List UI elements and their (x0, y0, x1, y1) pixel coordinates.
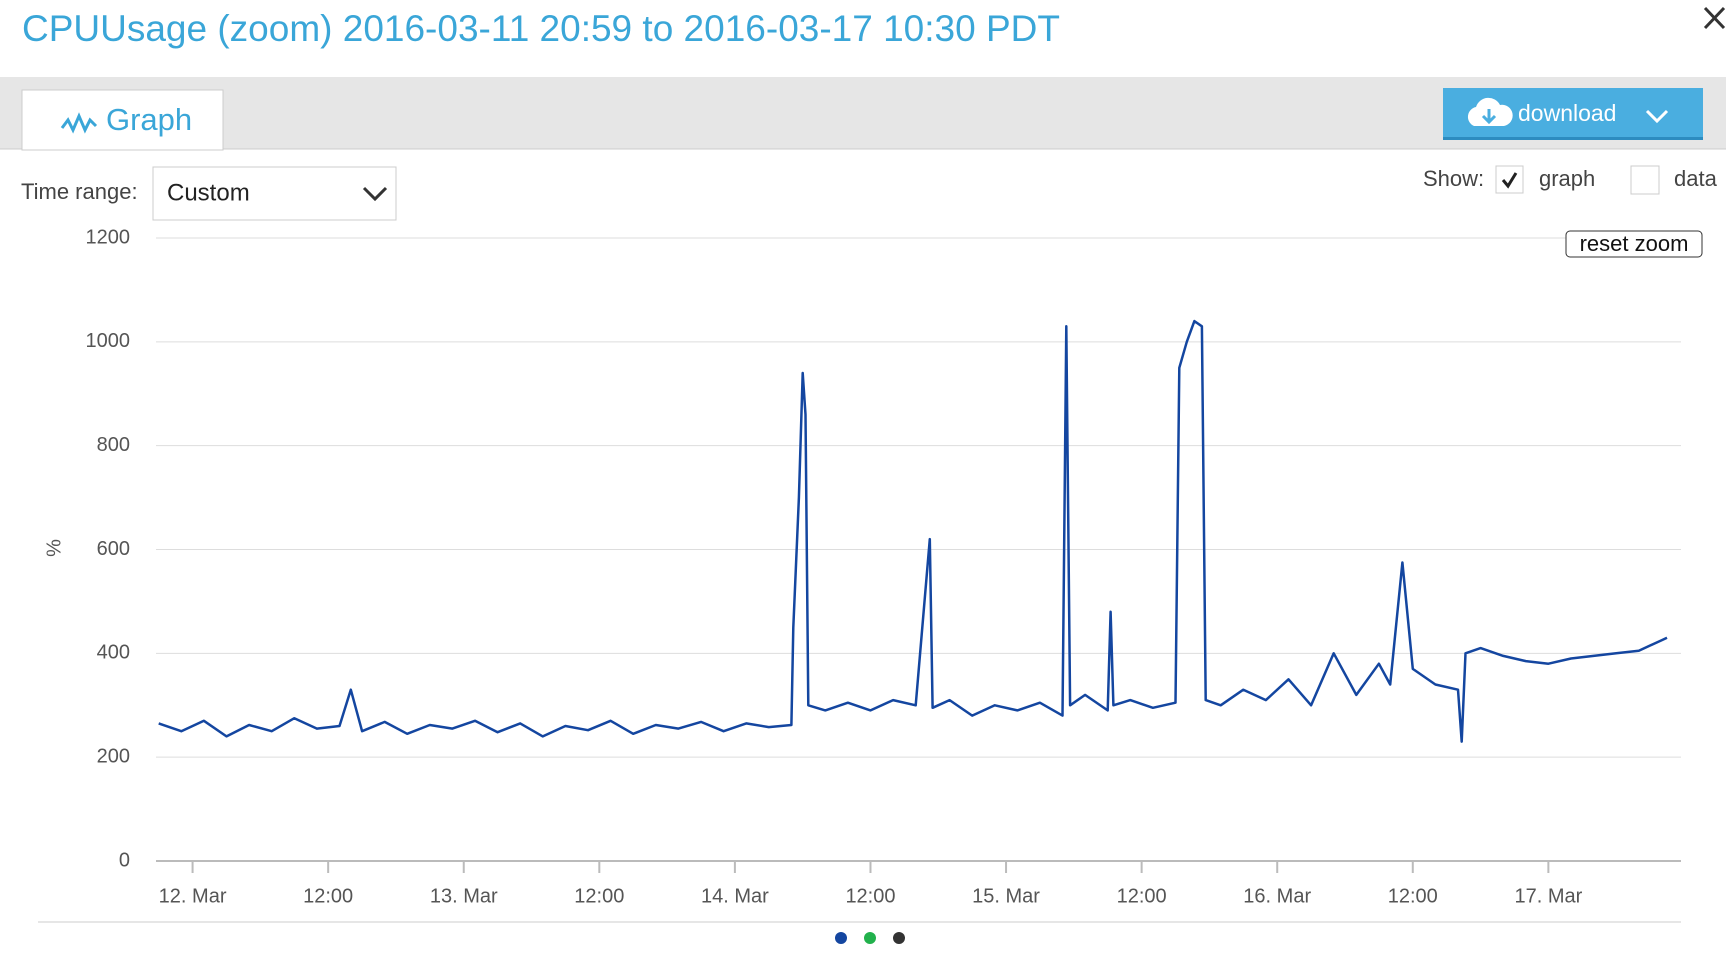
tab-bar (0, 77, 1726, 149)
x-tick-label: 12:00 (303, 885, 353, 907)
time-range-label: Time range: (21, 179, 138, 204)
x-tick-label: 12:00 (574, 885, 624, 907)
graph-tab[interactable]: Graph (21, 89, 224, 151)
y-axis-label: % (43, 539, 65, 557)
y-tick-label: 400 (97, 642, 130, 664)
graph-option: graph (1539, 166, 1595, 191)
x-tick-label: 12:00 (845, 885, 895, 907)
y-tick-label: 200 (97, 745, 130, 767)
time-range-select[interactable]: Custom (152, 166, 397, 221)
x-tick-label: 12:00 (1117, 885, 1167, 907)
page-dot[interactable] (864, 932, 876, 944)
reset-zoom-label: reset zoom (1580, 231, 1689, 256)
reset-zoom-button[interactable]: reset zoom (1565, 230, 1703, 258)
y-tick-label: 800 (97, 434, 130, 456)
y-tick-label: 1000 (86, 330, 131, 352)
cpu-line (158, 319, 1668, 743)
y-tick-label: 1200 (86, 226, 131, 248)
x-tick-label: 15. Mar (972, 885, 1040, 907)
close-button[interactable] (1703, 6, 1726, 30)
x-tick-label: 17. Mar (1514, 885, 1582, 907)
title: CPUUsage (zoom) 2016-03-11 20:59 to 2016… (22, 8, 1060, 49)
download-label: download (1518, 100, 1616, 126)
x-tick-label: 12:00 (1388, 885, 1438, 907)
data-checkbox[interactable] (1630, 165, 1660, 195)
x-tick-label: 12. Mar (159, 885, 227, 907)
show-label: Show: (1423, 166, 1484, 191)
tab-label: Graph (106, 102, 192, 137)
chart: 0 200 400 600 800 1000 1200 12. Mar 12:00 13. Mar… (43, 226, 1681, 907)
x-tick-label: 16. Mar (1243, 885, 1311, 907)
download-button[interactable]: download (1443, 88, 1703, 140)
x-tick-label: 14. Mar (701, 885, 769, 907)
x-tick-label: 13. Mar (430, 885, 498, 907)
y-tick-label: 0 (119, 849, 130, 871)
page-dot[interactable] (893, 932, 905, 944)
time-range-value: Custom (167, 179, 250, 206)
y-tick-label: 600 (97, 538, 130, 560)
graph-checkbox[interactable] (1495, 165, 1524, 194)
page-dot[interactable] (835, 932, 847, 944)
data-option: data (1674, 166, 1718, 191)
